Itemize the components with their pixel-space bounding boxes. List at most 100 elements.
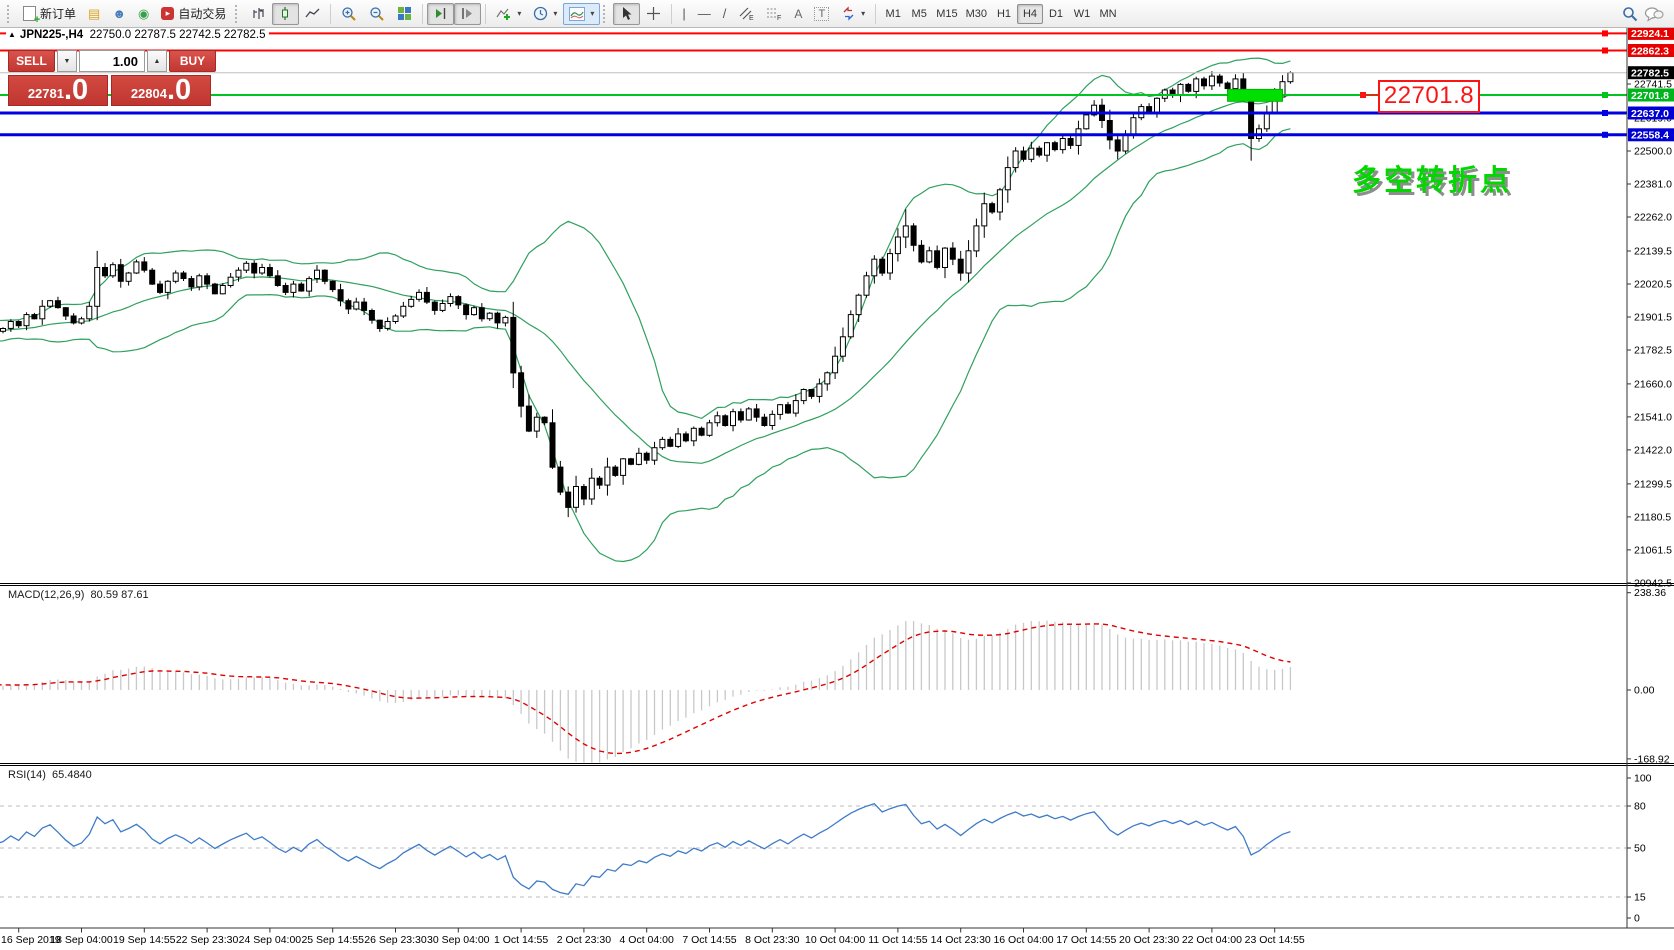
text-label-tool-button[interactable]: T	[808, 3, 835, 25]
svg-text:21541.0: 21541.0	[1634, 411, 1672, 423]
timeframe-H1[interactable]: H1	[991, 4, 1017, 24]
timeframe-H4[interactable]: H4	[1017, 3, 1043, 24]
buy-button[interactable]: BUY	[169, 50, 216, 72]
svg-text:21782.5: 21782.5	[1634, 345, 1672, 357]
horizontal-line-tool-button[interactable]: —	[692, 3, 717, 25]
hline-22701.8[interactable]	[0, 92, 1627, 98]
price-callout-label[interactable]: 22701.8	[1378, 80, 1480, 113]
one-click-trading-panel: SELL ▼ 1.00 ▲ BUY 22781.0 22804.0	[8, 50, 216, 106]
vertical-line-tool-button[interactable]: |	[676, 3, 691, 25]
bull-candle	[651, 447, 658, 461]
chat-icon[interactable]	[1644, 6, 1664, 22]
svg-text:E: E	[749, 15, 754, 21]
hline-22924.1[interactable]	[0, 30, 1627, 37]
zoom-in-icon	[342, 6, 357, 21]
svg-text:10 Oct 04:00: 10 Oct 04:00	[805, 934, 865, 946]
fibonacci-tool-button[interactable]: F	[760, 3, 788, 25]
hline-22862.3[interactable]	[0, 47, 1627, 54]
volume-input[interactable]: 1.00	[79, 50, 145, 72]
bear-candle	[628, 458, 634, 465]
bull-candle	[94, 267, 101, 307]
periods-button[interactable]: ▾	[527, 3, 563, 25]
dropdown-caret-icon: ▾	[590, 9, 595, 18]
bull-candle	[996, 189, 1003, 213]
trendline-tool-button[interactable]: /	[717, 3, 733, 25]
highlight-rectangle[interactable]	[1227, 88, 1283, 102]
bull-candle	[23, 314, 30, 327]
bar-chart-type-button[interactable]	[245, 3, 272, 25]
sell-price-box[interactable]: 22781.0	[8, 75, 108, 106]
bull-candle	[824, 372, 831, 385]
bear-candle	[1067, 138, 1074, 146]
candlestick-type-button[interactable]	[272, 2, 300, 25]
templates-button[interactable]: ▾	[563, 2, 601, 25]
bollinger-bands	[0, 57, 1291, 563]
rsi-values: 65.4840	[52, 769, 92, 781]
timeframe-D1[interactable]: D1	[1043, 4, 1069, 24]
timeframe-M1[interactable]: M1	[880, 4, 906, 24]
search-icon[interactable]	[1622, 6, 1638, 22]
bull-candle	[800, 389, 807, 402]
svg-text:22500.0: 22500.0	[1634, 146, 1672, 158]
profiles-button[interactable]: ▤	[82, 3, 106, 25]
text-label-icon: T	[814, 6, 830, 21]
hline-22637.0[interactable]	[0, 110, 1627, 116]
timeframe-W1[interactable]: W1	[1069, 4, 1095, 24]
tile-windows-icon	[398, 7, 412, 20]
indicators-icon	[496, 8, 511, 20]
bear-candle	[31, 314, 38, 320]
crosshair-tool-button[interactable]	[640, 3, 667, 25]
community-button[interactable]: ☻	[106, 3, 132, 25]
dropdown-caret-icon: ▾	[517, 9, 522, 18]
timeframe-M30[interactable]: M30	[962, 4, 991, 24]
chart-shift-button[interactable]	[454, 2, 482, 25]
line-handle	[1602, 92, 1608, 98]
channel-tool-button[interactable]: E	[732, 3, 760, 25]
bull-candle	[439, 303, 446, 311]
volume-decrease-button[interactable]: ▼	[57, 50, 77, 72]
autotrading-button[interactable]: ▸ 自动交易	[155, 3, 232, 25]
timeframe-M15[interactable]: M15	[932, 4, 961, 24]
toolbar-grip[interactable]	[7, 4, 14, 23]
main-price-panel	[0, 30, 1627, 563]
toolbar-grip[interactable]	[235, 4, 242, 23]
buy-price-box[interactable]: 22804.0	[111, 75, 211, 106]
channel-icon: E	[739, 7, 754, 21]
line-handle	[1602, 131, 1608, 138]
indicators-button[interactable]: ▾	[490, 3, 527, 25]
bull-candle	[7, 321, 14, 329]
svg-text:24 Sep 04:00: 24 Sep 04:00	[239, 934, 302, 946]
price-badge	[1628, 44, 1674, 57]
svg-text:21299.5: 21299.5	[1634, 478, 1672, 490]
bull-candle	[745, 408, 752, 421]
zoom-out-button[interactable]	[363, 3, 391, 25]
timeframe-MN[interactable]: MN	[1095, 4, 1121, 24]
bull-candle	[1154, 97, 1160, 113]
hline-22558.4[interactable]	[0, 131, 1627, 138]
sell-button[interactable]: SELL	[8, 50, 55, 72]
turning-point-annotation[interactable]: 多空转折点	[1352, 165, 1513, 197]
sell-price-main: 22781	[27, 86, 64, 101]
timeframe-M5[interactable]: M5	[906, 4, 932, 24]
zoom-in-button[interactable]	[335, 3, 363, 25]
chart-ohlc-values: 22750.0 22787.5 22742.5 22782.5	[89, 29, 266, 41]
bull-candle	[839, 336, 846, 357]
signals-button[interactable]: ◉	[132, 3, 155, 25]
bull-candle	[620, 458, 627, 476]
cursor-tool-button[interactable]	[613, 2, 641, 25]
volume-increase-button[interactable]: ▲	[147, 50, 167, 72]
new-order-button[interactable]: + 新订单	[17, 3, 82, 26]
text-tool-button[interactable]: A	[788, 3, 808, 25]
bear-candle	[1146, 106, 1153, 113]
arrows-tool-button[interactable]: ▾	[835, 3, 871, 25]
collapse-arrow-icon[interactable]: ▲	[8, 30, 16, 39]
auto-scroll-button[interactable]	[427, 2, 455, 25]
line-chart-type-button[interactable]	[299, 3, 326, 25]
bull-candle	[730, 411, 736, 427]
toolbar-grip[interactable]	[603, 4, 610, 23]
svg-text:22139.5: 22139.5	[1634, 246, 1672, 258]
bear-candle	[478, 307, 485, 320]
tile-windows-button[interactable]	[391, 3, 418, 25]
